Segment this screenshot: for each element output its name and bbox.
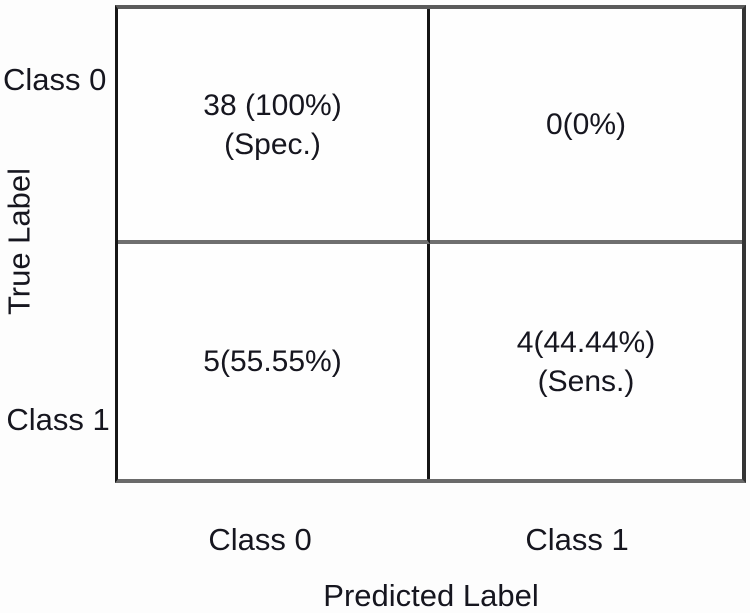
cell-true1-pred1: 4(44.44%) (Sens.): [430, 244, 742, 479]
confusion-matrix-grid: 38 (100%) (Spec.) 0(0%) 5(55.55%) 4(44.4…: [115, 5, 746, 483]
y-tick-class0: Class 0: [3, 62, 107, 97]
x-tick-class0: Class 0: [208, 522, 312, 557]
cell-value: 38 (100%): [203, 88, 342, 122]
x-axis-title: Predicted Label: [323, 578, 539, 613]
y-axis-title: True Label: [1, 167, 37, 316]
cell-metric-label: (Sens.): [537, 364, 635, 398]
cell-value: 5(55.55%): [203, 345, 342, 378]
cell-metric-label: (Spec.): [224, 127, 321, 161]
x-tick-class1: Class 1: [525, 522, 629, 557]
y-tick-class1: Class 1: [6, 402, 110, 437]
cell-true0-pred1: 0(0%): [430, 9, 742, 244]
cell-value: 0(0%): [545, 108, 627, 141]
cell-true0-pred0: 38 (100%) (Spec.): [118, 9, 430, 244]
cell-value: 4(44.44%): [516, 325, 656, 359]
cell-true1-pred0: 5(55.55%): [118, 244, 430, 479]
